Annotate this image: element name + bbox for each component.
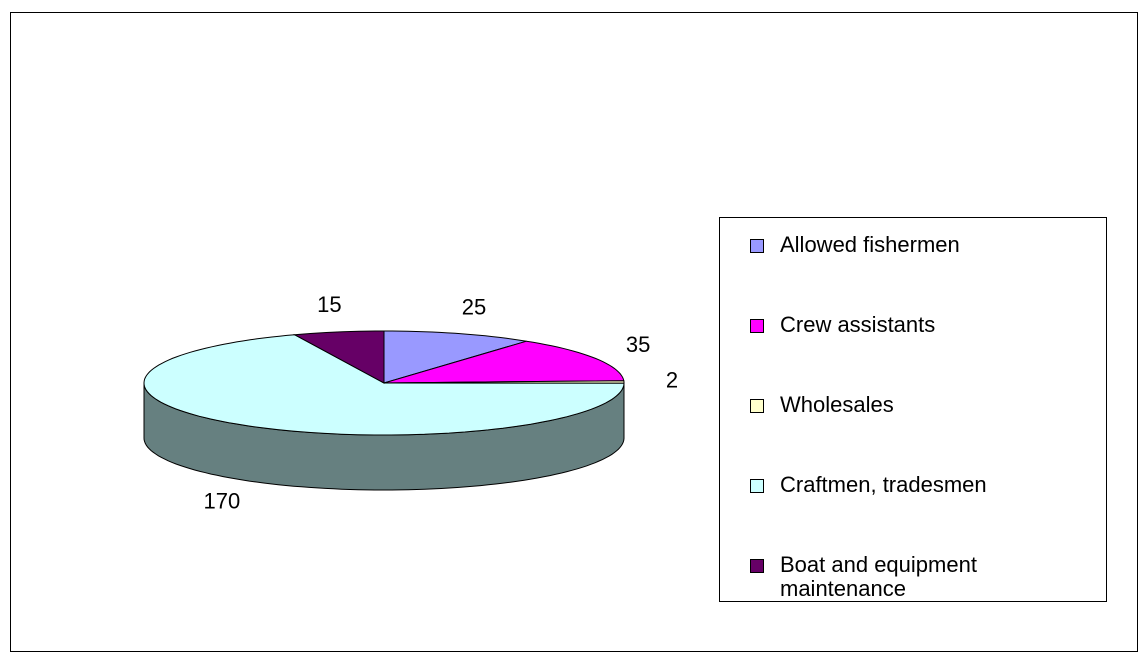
legend-swatch (750, 239, 764, 253)
legend-swatch (750, 399, 764, 413)
data-label: 35 (626, 332, 650, 357)
legend-swatch (750, 559, 764, 573)
pie-slice (292, 330, 385, 384)
chart-border (10, 12, 1138, 652)
legend-label: Allowed fishermen (780, 232, 960, 257)
legend-label: Wholesales (780, 392, 894, 417)
legend-swatch (750, 319, 764, 333)
data-label: 15 (317, 292, 341, 317)
legend-label: Craftmen, tradesmen (780, 472, 987, 497)
legend-label: Boat and equipment maintenance (780, 552, 977, 601)
pie-slice (383, 330, 527, 384)
pie-slice (383, 340, 625, 384)
data-label: 170 (204, 488, 241, 513)
legend: Allowed fishermen Crew assistants Wholesal… (719, 217, 1107, 602)
legend-swatch (750, 479, 764, 493)
data-label: 25 (462, 295, 486, 320)
pie-slice (143, 334, 625, 436)
data-label: 2 (666, 367, 678, 392)
legend-label: Crew assistants (780, 312, 936, 337)
